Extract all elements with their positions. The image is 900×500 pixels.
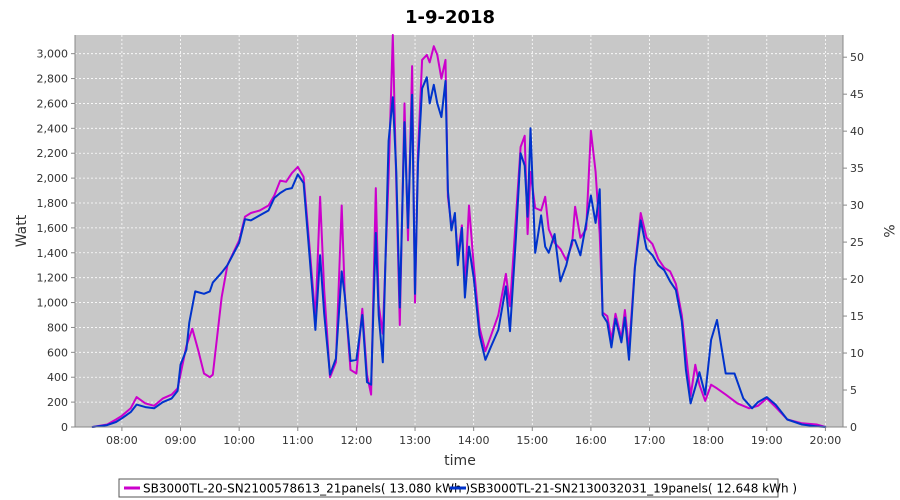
y-tick-label: 2,200 [37, 147, 69, 160]
x-tick-label: 17:00 [634, 434, 666, 447]
y2-tick-label: 10 [850, 347, 864, 360]
y2-tick-label: 5 [850, 384, 857, 397]
y-tick-label: 3,000 [37, 48, 69, 61]
y-tick-label: 1,200 [37, 272, 69, 285]
y-tick-label: 2,600 [37, 97, 69, 110]
legend-box [118, 478, 779, 498]
y-tick-label: 600 [47, 346, 68, 359]
y-tick-label: 0 [61, 421, 68, 434]
y-tick-label: 1,600 [37, 222, 69, 235]
y-axis-label: Watt [14, 214, 30, 247]
y2-tick-label: 0 [850, 421, 857, 434]
y2-tick-label: 50 [850, 51, 864, 64]
legend-label-series-2: SB3000TL-21-SN2130032031_19panels( 12.64… [470, 482, 797, 496]
x-tick-label: 20:00 [810, 434, 842, 447]
y-tick-label: 2,000 [37, 172, 69, 185]
x-tick-label: 14:00 [458, 434, 490, 447]
y2-tick-label: 15 [850, 310, 864, 323]
y2-tick-label: 35 [850, 162, 864, 175]
legend-label-series-1: SB3000TL-20-SN2100578613_21panels( 13.08… [143, 482, 470, 496]
series-line-2 [91, 76, 827, 428]
y-tick-label: 800 [47, 321, 68, 334]
x-tick-label: 16:00 [575, 434, 607, 447]
x-axis-label: time [444, 453, 476, 469]
y2-tick-label: 25 [850, 236, 864, 249]
x-axis-ticks: 08:00 09:00 10:00 11:00 12:00 13:00 14:00 15:00… [106, 427, 841, 447]
y-tick-label: 2,400 [37, 122, 69, 135]
y2-axis-label: % [880, 224, 896, 237]
y-tick-label: 2,800 [37, 73, 69, 86]
series-lines [91, 34, 827, 428]
y-axis-ticks: 0 200 400 600 800 1,000 1,200 1,400 1,600 1,800 2,… [37, 48, 75, 434]
y-tick-label: 1,800 [37, 197, 69, 210]
y-tick-label: 200 [47, 396, 68, 409]
gridlines [75, 35, 843, 428]
x-tick-label: 15:00 [516, 434, 548, 447]
chart-title: 1-9-2018 [405, 7, 495, 28]
y2-tick-label: 30 [850, 199, 864, 212]
x-tick-label: 08:00 [106, 434, 138, 447]
x-tick-label: 13:00 [399, 434, 431, 447]
y-tick-label: 400 [47, 371, 68, 384]
x-tick-label: 09:00 [165, 434, 197, 447]
y2-tick-label: 20 [850, 273, 864, 286]
y2-tick-label: 45 [850, 88, 864, 101]
y2-tick-label: 40 [850, 125, 864, 138]
y2-axis-ticks: 0 5 10 15 20 25 30 35 40 45 50 [843, 51, 864, 434]
y-tick-label: 1,000 [37, 297, 69, 310]
x-tick-label: 19:00 [751, 434, 783, 447]
plot-area [75, 35, 843, 427]
x-tick-label: 10:00 [223, 434, 255, 447]
y-tick-label: 1,400 [37, 247, 69, 260]
x-tick-label: 11:00 [282, 434, 314, 447]
x-tick-label: 12:00 [341, 434, 373, 447]
x-tick-label: 18:00 [692, 434, 724, 447]
